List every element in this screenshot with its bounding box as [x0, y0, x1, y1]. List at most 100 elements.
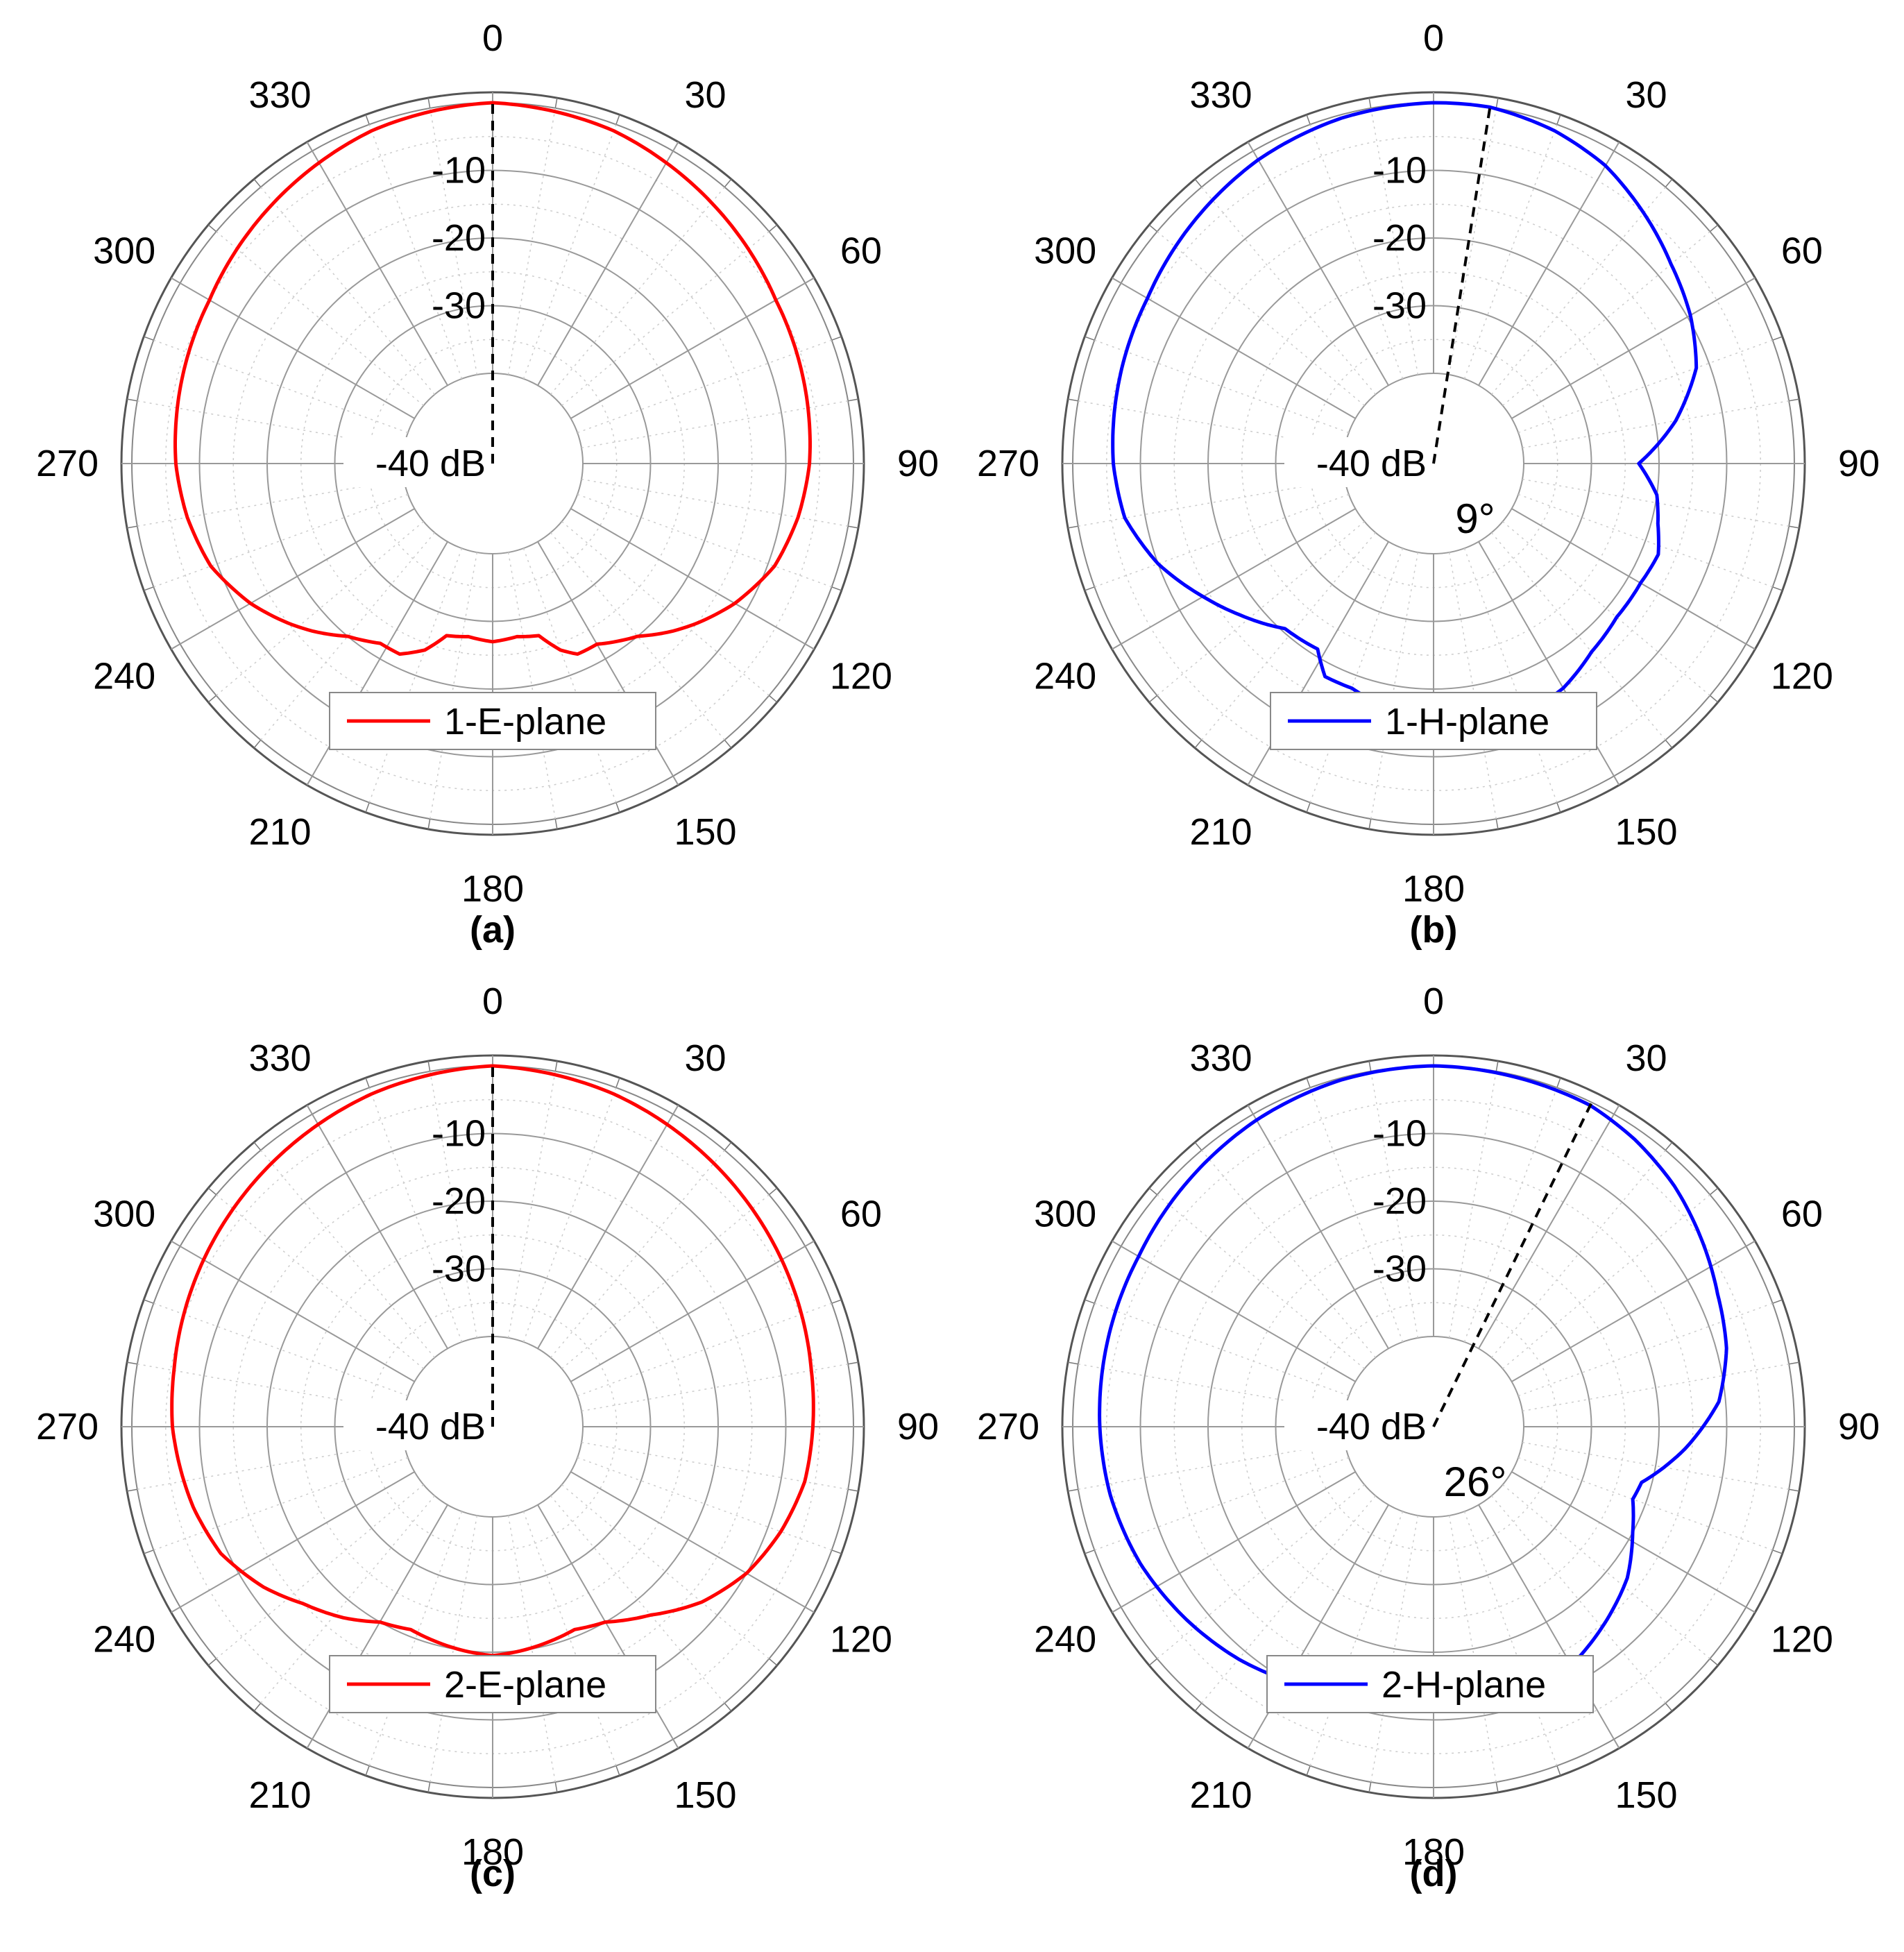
minor-spoke — [1502, 231, 1710, 407]
angle-tick-label: 330 — [248, 1037, 311, 1079]
radial-tick-label: -20 — [1372, 217, 1427, 259]
minor-spoke — [1522, 1363, 1790, 1412]
minor-spoke — [507, 108, 556, 375]
outer-tick — [427, 818, 431, 830]
angle-tick-label: 120 — [1771, 1619, 1833, 1661]
radial-label-bg — [343, 1400, 486, 1450]
minor-spoke — [577, 1302, 832, 1397]
minor-spoke — [550, 1495, 725, 1704]
outer-tick — [144, 1299, 154, 1304]
minor-spoke — [1309, 548, 1404, 803]
angle-tick-label: 150 — [674, 811, 736, 853]
outer-tick — [1772, 336, 1783, 341]
outer-tick — [831, 336, 842, 341]
outer-tick — [1772, 1550, 1783, 1554]
outer-tick — [615, 1765, 620, 1776]
outer-tick — [253, 1702, 262, 1712]
minor-spoke — [581, 478, 849, 527]
outer-tick — [1368, 818, 1372, 830]
outer-tick — [253, 1142, 262, 1151]
outer-tick — [1085, 586, 1095, 591]
outer-tick — [1085, 1550, 1095, 1554]
minor-spoke — [260, 1495, 436, 1704]
series-line — [1098, 1064, 1728, 1712]
outer-tick — [831, 1299, 842, 1304]
angle-tick-label: 240 — [93, 656, 155, 697]
radial-label-bg — [1284, 1400, 1427, 1450]
minor-spoke — [1518, 1302, 1773, 1397]
panel-caption: (d) — [1410, 1853, 1458, 1894]
major-spoke — [171, 277, 415, 419]
outer-tick — [427, 1060, 431, 1072]
major-spoke — [171, 1471, 415, 1613]
minor-spoke — [216, 1484, 424, 1659]
outer-tick — [253, 739, 262, 749]
angle-tick-label: 90 — [1838, 1406, 1880, 1448]
minor-spoke — [1518, 493, 1773, 588]
angle-tick-label: 330 — [1189, 1037, 1252, 1079]
minor-spoke — [429, 1515, 478, 1783]
minor-spoke — [153, 1302, 409, 1397]
outer-tick — [768, 1658, 778, 1666]
minor-spoke — [1463, 548, 1558, 803]
outer-tick — [724, 178, 732, 188]
outer-tick — [554, 1781, 558, 1793]
series-line — [173, 101, 812, 656]
minor-spoke — [1522, 478, 1790, 527]
radial-tick-label: -20 — [432, 217, 486, 259]
minor-spoke — [1157, 1484, 1365, 1659]
angle-tick-label: 270 — [977, 1406, 1039, 1448]
outer-tick — [1067, 398, 1079, 402]
angle-tick-label: 210 — [1189, 811, 1252, 853]
radial-tick-label: -40 dB — [375, 1406, 486, 1448]
outer-tick — [1067, 525, 1079, 529]
minor-spoke — [260, 1150, 436, 1358]
minor-spoke — [1502, 520, 1710, 696]
angle-tick-label: 60 — [840, 1194, 882, 1235]
angle-tick-label: 240 — [93, 1619, 155, 1661]
minor-spoke — [368, 1087, 463, 1343]
angle-tick-label: 330 — [1189, 74, 1252, 116]
outer-tick — [126, 1361, 138, 1365]
minor-spoke — [561, 520, 770, 696]
angle-tick-label: 0 — [482, 17, 503, 59]
minor-spoke — [1518, 1457, 1773, 1551]
angle-tick-label: 0 — [1423, 981, 1444, 1022]
main-beam-direction-line — [1432, 1101, 1593, 1427]
major-spoke — [171, 508, 415, 650]
legend-label: 1-H-plane — [1385, 701, 1549, 742]
major-spoke — [1478, 1504, 1620, 1749]
outer-tick — [365, 114, 370, 125]
outer-tick — [847, 525, 859, 529]
minor-spoke — [1309, 124, 1404, 380]
outer-tick — [1788, 398, 1800, 402]
outer-tick — [1772, 1299, 1783, 1304]
outer-tick — [1709, 1658, 1719, 1666]
radial-tick-label: -40 dB — [1316, 443, 1427, 484]
outer-tick — [207, 1187, 217, 1196]
major-spoke — [537, 1105, 679, 1349]
minor-spoke — [1490, 1150, 1666, 1358]
angle-tick-label: 270 — [977, 443, 1039, 484]
minor-spoke — [216, 231, 424, 407]
minor-spoke — [1370, 108, 1419, 375]
outer-tick — [126, 398, 138, 402]
outer-tick — [144, 336, 154, 341]
major-spoke — [306, 142, 448, 386]
minor-spoke — [1094, 1302, 1350, 1397]
major-spoke — [570, 1471, 815, 1613]
outer-tick — [126, 525, 138, 529]
angle-tick-label: 300 — [1034, 1194, 1096, 1235]
outer-tick — [1495, 97, 1499, 109]
outer-tick — [615, 1078, 620, 1088]
minor-spoke — [1309, 1087, 1404, 1343]
outer-tick — [1306, 802, 1311, 813]
minor-spoke — [368, 124, 463, 380]
radial-tick-label: -10 — [1372, 1113, 1427, 1155]
major-spoke — [1112, 277, 1356, 419]
radial-tick-label: -10 — [432, 150, 486, 192]
minor-spoke — [1463, 124, 1558, 380]
